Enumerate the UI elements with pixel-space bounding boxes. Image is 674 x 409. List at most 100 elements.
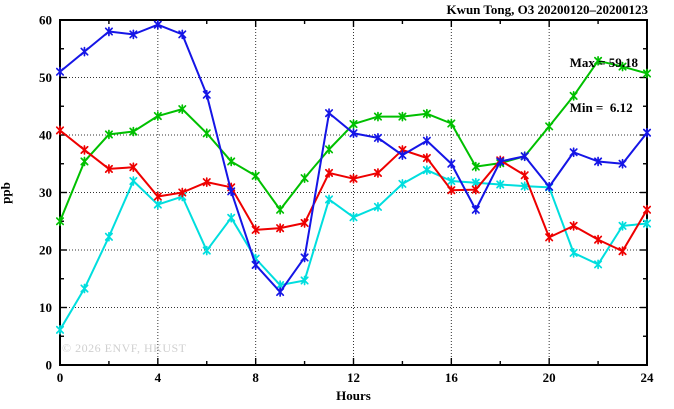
series-green-marker: [153, 111, 162, 121]
series-green-marker: [276, 204, 285, 215]
series-cyan-marker: [55, 324, 65, 335]
series-cyan-marker: [202, 245, 211, 256]
y-tick-label: 60: [39, 13, 52, 28]
x-tick-label: 16: [445, 370, 459, 385]
series-blue-marker: [642, 127, 652, 138]
series-blue-marker: [55, 66, 65, 77]
series-blue-marker: [569, 147, 578, 158]
series-red-marker: [569, 221, 578, 231]
series-green-marker: [349, 119, 358, 129]
series-red-marker: [153, 191, 162, 202]
series-red-marker: [447, 185, 456, 196]
series-green-marker: [618, 61, 627, 72]
x-tick-label: 12: [347, 370, 360, 385]
series-red-marker: [520, 170, 529, 181]
series-green-marker: [569, 91, 578, 101]
series-green-marker: [80, 156, 89, 167]
series-green-marker: [594, 55, 603, 66]
series-cyan-marker: [80, 283, 89, 294]
x-tick-label: 24: [641, 370, 655, 385]
x-tick-label: 4: [155, 370, 162, 385]
series-red-marker: [642, 204, 652, 215]
x-axis-label: Hours: [336, 388, 371, 403]
series-blue-marker: [618, 158, 627, 169]
series-red-marker: [594, 234, 603, 245]
series-blue-marker: [545, 181, 554, 192]
y-tick-label: 30: [39, 185, 52, 200]
series-blue-marker: [104, 26, 113, 37]
series-blue-marker: [202, 89, 211, 100]
series-blue-marker: [276, 287, 285, 297]
series-blue-marker: [422, 135, 431, 146]
series-green-marker: [324, 144, 334, 155]
series-cyan-marker: [300, 275, 309, 286]
x-tick-label: 0: [57, 370, 64, 385]
series-blue-marker: [129, 29, 138, 40]
series-red-marker: [545, 232, 554, 243]
series-red-marker: [276, 223, 285, 233]
y-tick-label: 10: [39, 300, 52, 315]
series-blue-marker: [300, 252, 309, 263]
series-red-marker: [349, 173, 358, 184]
series-green-marker: [447, 118, 456, 129]
series-red-marker: [422, 153, 431, 163]
series-green-marker: [642, 68, 652, 79]
series-red-marker: [202, 177, 211, 187]
series-red-marker: [324, 168, 334, 178]
series-cyan-marker: [129, 176, 138, 186]
series-blue-marker: [496, 156, 505, 167]
series-green-marker: [227, 156, 236, 167]
series-cyan-marker: [324, 194, 334, 205]
series-cyan-marker: [520, 181, 529, 192]
series-cyan-marker: [618, 221, 627, 231]
x-tick-label: 20: [543, 370, 556, 385]
y-tick-label: 0: [46, 358, 53, 373]
series-green-marker: [251, 170, 260, 181]
series-blue-marker: [373, 133, 383, 143]
y-tick-label: 50: [39, 70, 52, 85]
series-green-marker: [178, 104, 187, 114]
series-cyan-marker: [447, 176, 456, 186]
series-green-marker: [373, 111, 383, 122]
series-blue-marker: [349, 128, 358, 139]
series-cyan-marker: [153, 199, 162, 210]
series-cyan-marker: [594, 259, 603, 270]
series-cyan-marker: [422, 165, 431, 175]
chart-title: Kwun Tong, O3 20200120–20200123: [446, 2, 648, 17]
watermark: © 2026 ENVF, HKUST: [62, 341, 187, 355]
series-green-marker: [55, 216, 65, 227]
series-cyan-marker: [227, 212, 236, 223]
series-red-marker: [373, 168, 383, 178]
y-tick-label: 40: [39, 128, 52, 143]
series-blue-marker: [324, 108, 334, 118]
series-cyan-marker: [496, 179, 505, 190]
series-blue-marker: [398, 150, 407, 160]
series-blue-marker: [447, 158, 456, 169]
series-blue-marker: [594, 156, 603, 167]
series-blue-marker: [520, 151, 529, 162]
series-cyan-marker: [373, 202, 383, 212]
x-tick-label: 8: [252, 370, 259, 385]
series-red-marker: [104, 164, 113, 174]
series-red-marker: [129, 162, 138, 173]
series-blue-marker: [178, 29, 187, 40]
series-green-marker: [300, 173, 309, 183]
series-red-marker: [618, 246, 627, 256]
series-red-marker: [471, 184, 480, 195]
y-axis-label: ppb: [0, 182, 13, 204]
max-value-label: Max = 59.18: [569, 55, 638, 70]
series-green-marker: [104, 129, 113, 140]
series-green-marker: [471, 161, 480, 172]
series-green-marker: [398, 111, 407, 122]
series-cyan-marker: [569, 248, 578, 258]
series-red-marker: [55, 125, 65, 136]
series-red-marker: [300, 218, 309, 228]
series-cyan-marker: [349, 212, 358, 223]
series-blue-marker: [80, 46, 89, 57]
y-tick-label: 20: [39, 243, 52, 258]
series-cyan-marker: [398, 179, 407, 189]
series-cyan-marker: [642, 218, 652, 229]
min-value-label: Min = 6.12: [569, 100, 633, 115]
